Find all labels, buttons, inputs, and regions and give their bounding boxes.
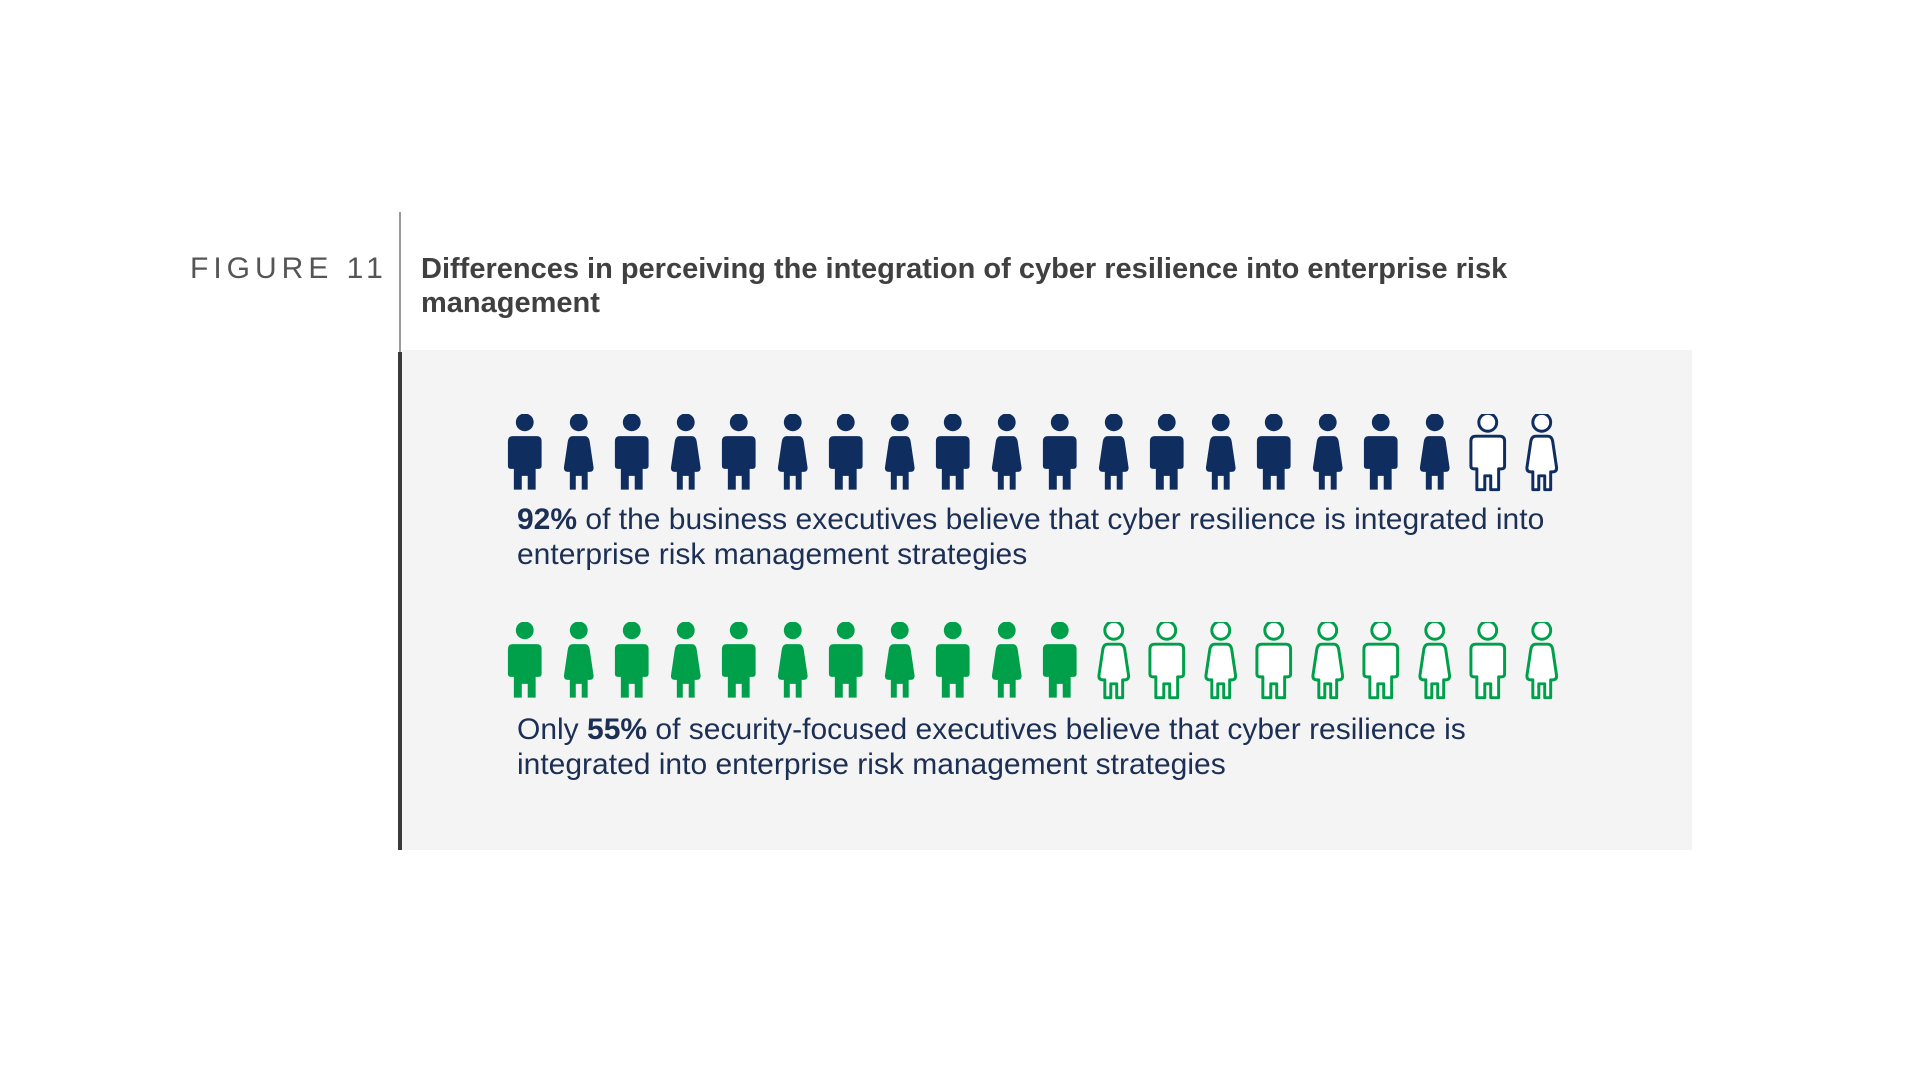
pictogram-mark [614,414,649,490]
pictogram-mark [935,414,970,490]
pictogram-mark [1419,414,1450,490]
female-person-icon-outline [1310,622,1344,700]
caption-security: Only 55% of security-focused executives … [517,712,1557,782]
female-person-icon-filled [1205,414,1236,490]
pictogram-mark [1256,414,1291,490]
pictogram-mark [507,414,542,490]
male-person-icon-filled [828,414,863,490]
female-person-icon-filled [777,622,808,698]
female-person-icon-outline [1524,622,1558,700]
male-person-icon-outline [1469,414,1507,492]
pictogram-mark [670,414,701,490]
female-person-icon-filled [991,622,1022,698]
pictogram-mark [884,622,915,698]
female-person-icon-outline [1524,414,1558,492]
figure-label: FIGURE 11 [190,252,388,285]
caption-prefix: Only [517,713,588,746]
pictogram-mark [1417,622,1451,700]
pictogram-mark [777,414,808,490]
pictogram-mark [721,622,756,698]
panel-accent-line [398,352,402,850]
divider-line [399,212,401,352]
caption-value: 92% [517,503,578,536]
male-person-icon-filled [1042,414,1077,490]
male-person-icon-filled [935,622,970,698]
pictogram-mark [563,622,594,698]
male-person-icon-filled [1256,414,1291,490]
female-person-icon-filled [991,414,1022,490]
pictogram-mark [884,414,915,490]
pictogram-mark [1149,414,1184,490]
pictogram-mark [507,622,542,698]
chart-panel: 92% of the business executives believe t… [402,350,1692,850]
male-person-icon-filled [1042,622,1077,698]
pictogram-mark [1255,622,1293,700]
male-person-icon-filled [721,414,756,490]
female-person-icon-filled [563,622,594,698]
female-person-icon-filled [1098,414,1129,490]
pictogram-row-business [498,414,1568,498]
male-person-icon-filled [828,622,863,698]
pictogram-mark [1096,622,1130,700]
male-person-icon-outline [1362,622,1400,700]
female-person-icon-filled [670,414,701,490]
male-person-icon-filled [507,414,542,490]
male-person-icon-filled [1149,414,1184,490]
pictogram-mark [828,622,863,698]
pictogram-row-security [498,622,1568,706]
female-person-icon-outline [1203,622,1237,700]
female-person-icon-filled [670,622,701,698]
female-person-icon-outline [1417,622,1451,700]
female-person-icon-filled [1312,414,1343,490]
pictogram-mark [670,622,701,698]
pictogram-mark [1203,622,1237,700]
male-person-icon-filled [614,622,649,698]
pictogram-mark [1469,414,1507,492]
male-person-icon-filled [507,622,542,698]
female-person-icon-filled [563,414,594,490]
female-person-icon-filled [1419,414,1450,490]
pictogram-mark [1524,622,1558,700]
pictogram-mark [991,414,1022,490]
pictogram-mark [991,622,1022,698]
pictogram-mark [1310,622,1344,700]
pictogram-mark [1098,414,1129,490]
male-person-icon-outline [1469,622,1507,700]
pictogram-mark [1042,414,1077,490]
male-person-icon-filled [721,622,756,698]
caption-business: 92% of the business executives believe t… [517,502,1557,572]
female-person-icon-filled [884,622,915,698]
pictogram-mark [1312,414,1343,490]
male-person-icon-filled [935,414,970,490]
male-person-icon-outline [1255,622,1293,700]
pictogram-mark [1148,622,1186,700]
pictogram-mark [777,622,808,698]
pictogram-mark [1524,414,1558,492]
male-person-icon-filled [614,414,649,490]
caption-text: of the business executives believe that … [517,503,1545,571]
pictogram-mark [935,622,970,698]
female-person-icon-filled [777,414,808,490]
caption-value: 55% [587,713,648,746]
female-person-icon-outline [1096,622,1130,700]
pictogram-mark [1205,414,1236,490]
pictogram-mark [828,414,863,490]
figure-title: Differences in perceiving the integratio… [421,253,1508,319]
pictogram-mark [1362,622,1400,700]
pictogram-mark [563,414,594,490]
caption-text: of security-focused executives believe t… [517,713,1466,781]
pictogram-mark [1469,622,1507,700]
pictogram-mark [614,622,649,698]
male-person-icon-outline [1148,622,1186,700]
pictogram-mark [1363,414,1398,490]
male-person-icon-filled [1363,414,1398,490]
pictogram-mark [1042,622,1077,698]
female-person-icon-filled [884,414,915,490]
pictogram-mark [721,414,756,490]
